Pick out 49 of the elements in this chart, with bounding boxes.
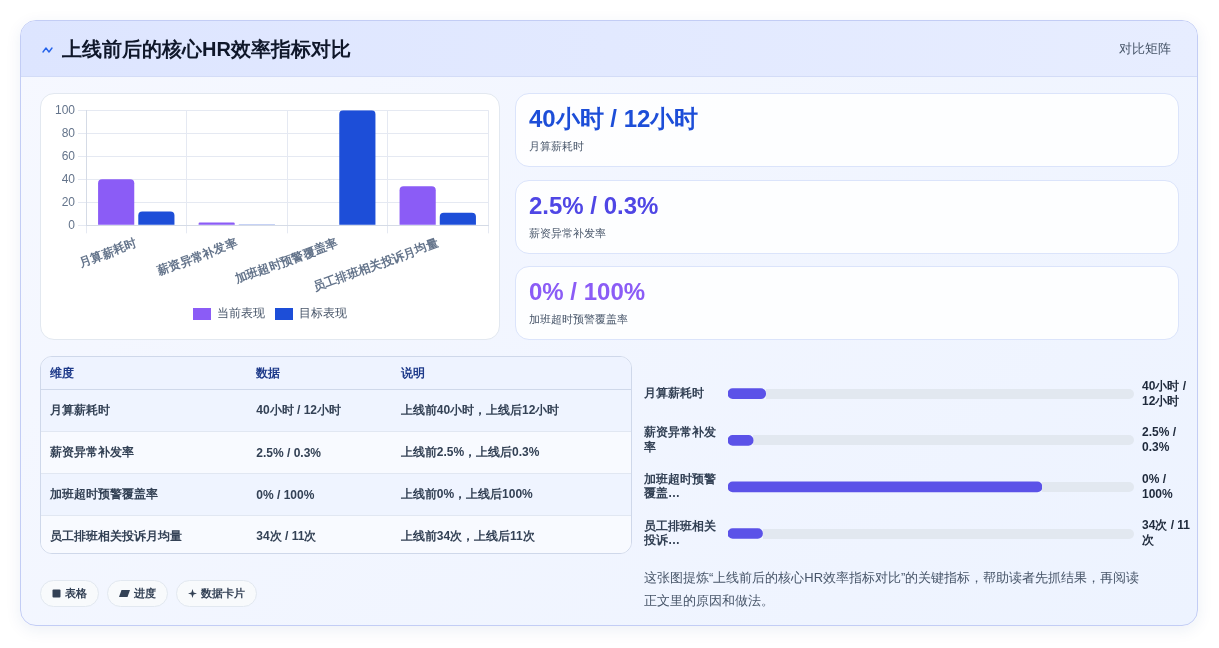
text: 对比矩阵 xyxy=(1119,41,1171,57)
y-tick-label: 60 xyxy=(61,148,76,163)
text: 40小时 / 12小时 xyxy=(529,104,699,134)
bar xyxy=(439,212,476,225)
bar xyxy=(339,110,376,225)
text: 0% / 100% xyxy=(529,277,646,307)
text: 2.5% / 0.3% xyxy=(247,431,392,474)
bar xyxy=(399,186,436,225)
text: 维度 xyxy=(41,357,248,390)
text: 数据卡片 xyxy=(201,586,245,601)
text: 进度 xyxy=(134,586,156,601)
y-tick-label: 加班超时预警覆盖… xyxy=(643,472,716,501)
bar xyxy=(728,528,763,539)
y-tick-label: 月算薪耗时 xyxy=(643,386,704,401)
text: 34次 / 11次 xyxy=(255,528,318,545)
y-tick-label: 20 xyxy=(61,194,76,209)
legend-label: 目标表现 xyxy=(299,306,347,321)
text: 0% / 100% xyxy=(247,473,392,516)
text: 加班超时预警覆盖率 xyxy=(41,473,248,516)
text: 这张图提炼“上线前后的核心HR效率指标对比”的关键指标，帮助读者先抓结果，再阅读正文里的原因和做法。 xyxy=(644,569,1141,610)
text: 上线前后的核心HR效率指标对比 xyxy=(62,37,351,61)
text: 2.5% / 0.3% xyxy=(1142,425,1177,455)
y-tick-label: 40 xyxy=(61,171,76,186)
y-tick-label: 80 xyxy=(61,125,76,140)
bar xyxy=(198,222,235,225)
text: 说明 xyxy=(391,357,631,390)
text: 上线前2.5%，上线后0.3% xyxy=(391,431,631,474)
text: 月算薪耗时 xyxy=(529,139,584,153)
text: 上线前34次，上线后11次 xyxy=(399,528,536,545)
text: 表格 xyxy=(65,586,87,601)
text: 上线前0%，上线后100% xyxy=(391,473,631,516)
bar xyxy=(98,179,135,225)
bar xyxy=(138,211,175,225)
text: 34次 / 11次 xyxy=(1142,518,1191,548)
legend-label: 当前表现 xyxy=(217,306,265,321)
text: 薪资异常补发率 xyxy=(529,225,606,240)
y-tick-label: 薪资异常补发率 xyxy=(643,425,716,454)
text: 0% / 100% xyxy=(1142,471,1174,501)
text: 2.5% / 0.3% xyxy=(529,190,659,221)
text: 40小时 / 12小时 xyxy=(1142,378,1187,408)
text: 40小时 / 12小时 xyxy=(247,389,392,432)
text: 加班超时预警覆盖率 xyxy=(529,312,628,326)
bar xyxy=(728,388,767,400)
y-tick-label: 0 xyxy=(68,217,76,232)
text: 员工排班相关投诉月均量 xyxy=(49,528,183,545)
text: 数据 xyxy=(247,357,392,390)
text: 上线前40小时，上线后12小时 xyxy=(391,389,631,432)
y-tick-label: 100 xyxy=(54,102,76,117)
y-tick-label: 员工排班相关投诉… xyxy=(643,518,717,548)
